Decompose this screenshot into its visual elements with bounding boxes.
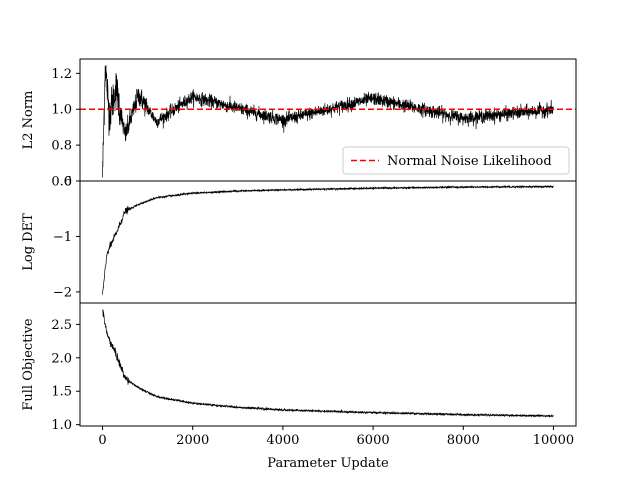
- x-tick-label: 8000: [447, 433, 480, 448]
- y-tick-label: 2.0: [51, 351, 72, 366]
- x-tick-label: 0: [98, 433, 106, 448]
- legend-label: Normal Noise Likelihood: [387, 154, 552, 169]
- log-det-panel: −2 −1 0 Log DET: [21, 175, 577, 304]
- y-axis-label: Full Objective: [21, 318, 36, 411]
- x-tick-label: 10000: [533, 433, 574, 448]
- y-tick-label: 2.5: [51, 318, 72, 333]
- legend: Normal Noise Likelihood: [342, 146, 570, 175]
- y-axis-label: L2 Norm: [21, 91, 36, 150]
- x-tick-label: 2000: [176, 433, 209, 448]
- y-tick-label: 0.8: [51, 139, 72, 154]
- y-tick-label: 0.6: [51, 175, 72, 190]
- series-line-1: [102, 309, 554, 418]
- y-tick-label: 1.0: [51, 418, 72, 433]
- x-tick-label: 4000: [266, 433, 299, 448]
- y-tick-label: −1: [53, 230, 72, 245]
- y-tick-label: 1.5: [51, 385, 72, 400]
- y-tick-label: −2: [53, 285, 72, 300]
- l2-norm-panel: 0.6 0.8 1.0 1.2 L2 Norm Normal Noise Likeliho…: [21, 58, 577, 190]
- legend-box: [342, 146, 570, 175]
- y-axis-label: Log DET: [21, 213, 36, 271]
- full-objective-panel: 1.0 1.5 2.0 2.5 Full Objective 0 2000 4000 6000 8…: [21, 302, 577, 471]
- x-axis-label: Parameter Update: [267, 456, 389, 471]
- y-tick-label: 1.0: [51, 103, 72, 118]
- y-tick-label: 1.2: [51, 67, 72, 82]
- axes-frame: [79, 302, 577, 427]
- x-tick-label: 6000: [357, 433, 390, 448]
- y-tick-label: 0: [64, 175, 72, 190]
- axes-frame: [79, 180, 577, 304]
- series-line-1: [102, 184, 554, 295]
